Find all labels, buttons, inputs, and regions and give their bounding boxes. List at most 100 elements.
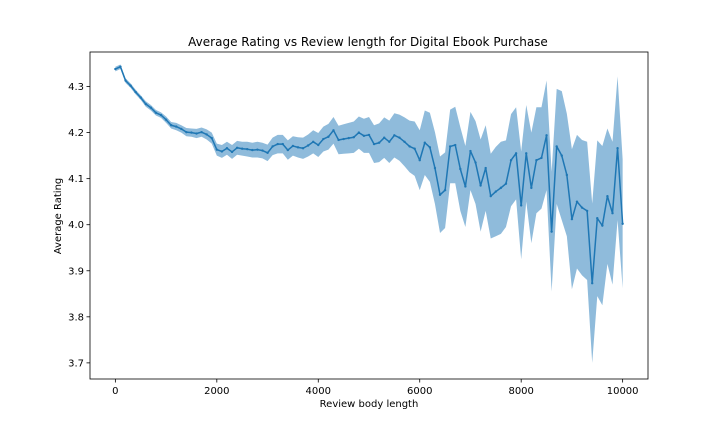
data-point [266, 151, 269, 155]
data-point [469, 149, 472, 153]
data-point [585, 209, 589, 213]
data-point [479, 184, 482, 187]
data-point [114, 67, 117, 71]
data-point [332, 129, 335, 132]
data-point [519, 204, 523, 207]
data-point [129, 84, 132, 87]
data-point [119, 65, 122, 68]
data-point [509, 159, 513, 162]
x-axis: 0 2000 4000 6000 8000 10000 [112, 379, 639, 397]
data-point [413, 147, 416, 150]
y-tick-label: 3.9 [68, 266, 84, 277]
x-tick-label: 4000 [306, 386, 331, 397]
data-point [256, 148, 259, 151]
data-point [337, 138, 340, 142]
data-point [514, 152, 518, 155]
data-point [164, 118, 168, 121]
data-point [144, 102, 147, 106]
x-tick-label: 0 [112, 386, 118, 397]
data-point [606, 194, 609, 198]
data-point [540, 156, 543, 160]
y-axis: 3.7 3.8 3.9 4.0 4.1 4.2 4.3 [68, 82, 90, 369]
data-point [276, 142, 279, 146]
data-point [124, 79, 127, 82]
data-point [301, 147, 305, 150]
data-point [621, 222, 624, 225]
data-point [545, 134, 548, 137]
data-point [494, 190, 498, 193]
data-point [555, 145, 558, 148]
data-point [347, 136, 350, 140]
data-point [286, 148, 290, 152]
data-point [190, 131, 193, 134]
data-point [291, 144, 295, 148]
data-point [398, 136, 401, 139]
y-tick-label: 4.1 [68, 174, 84, 185]
data-point [175, 125, 178, 128]
data-point [367, 133, 371, 137]
data-point [393, 134, 396, 137]
data-point [205, 133, 208, 136]
data-point [362, 134, 366, 138]
data-point [383, 136, 386, 139]
data-point [154, 111, 158, 114]
data-point [225, 147, 229, 150]
confidence-band [115, 64, 623, 363]
data-point [240, 147, 244, 150]
y-tick-label: 4.3 [68, 82, 84, 93]
data-point [352, 136, 355, 139]
data-point [357, 131, 361, 134]
data-point [433, 166, 437, 170]
data-point [570, 217, 574, 221]
data-point [616, 147, 619, 150]
data-point [342, 137, 345, 141]
data-point [423, 141, 426, 144]
data-point [281, 142, 284, 146]
data-point [139, 96, 142, 99]
data-point [230, 150, 234, 154]
data-point [388, 140, 391, 144]
y-tick-label: 4.0 [68, 220, 84, 231]
data-point [159, 113, 163, 117]
y-axis-label: Average Rating [53, 178, 64, 254]
data-point [296, 146, 300, 149]
data-point [535, 159, 538, 162]
data-point [601, 224, 604, 227]
data-point [550, 230, 553, 233]
data-point [591, 282, 594, 285]
data-point [317, 143, 320, 147]
data-point [565, 173, 569, 177]
data-point [200, 130, 203, 134]
data-point [261, 149, 264, 152]
data-point [448, 145, 452, 148]
x-tick-label: 6000 [407, 386, 432, 397]
data-point [377, 141, 381, 144]
data-point [454, 143, 457, 147]
y-tick-label: 3.7 [68, 358, 84, 369]
data-point [246, 147, 249, 151]
data-point [403, 140, 406, 144]
data-point [484, 166, 487, 170]
data-point [443, 188, 447, 192]
plot-frame [89, 51, 649, 380]
data-point [580, 206, 584, 209]
data-point [499, 186, 503, 190]
data-point [575, 200, 579, 203]
data-point [215, 148, 219, 151]
x-tick-label: 2000 [204, 386, 229, 397]
y-tick-label: 4.2 [68, 128, 84, 139]
data-point [504, 182, 508, 185]
data-point [525, 152, 528, 155]
x-tick-label: 8000 [508, 386, 533, 397]
data-point [134, 90, 137, 94]
data-point [185, 130, 188, 134]
data-point [235, 146, 239, 149]
data-point [220, 150, 224, 153]
data-point [372, 142, 376, 146]
data-point [251, 148, 254, 152]
data-point [596, 217, 599, 220]
data-point [530, 186, 533, 190]
data-point [210, 136, 213, 140]
series-points [114, 65, 624, 285]
